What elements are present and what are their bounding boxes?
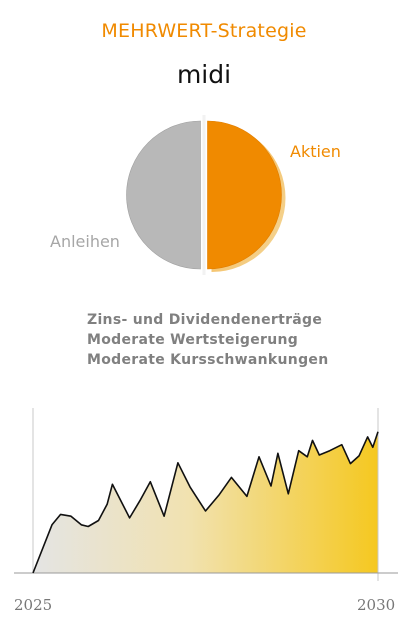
- page-title: MEHRWERT-Strategie: [101, 20, 307, 42]
- feature-list: Zins- und Dividendenerträge Moderate Wer…: [87, 310, 328, 370]
- strategy-level: midi: [176, 60, 232, 89]
- pie-label-anleihen: Anleihen: [50, 232, 120, 251]
- series-line: [32, 431, 379, 574]
- area-fill: [33, 431, 378, 573]
- feature-item: Zins- und Dividendenerträge: [87, 312, 323, 328]
- feature-item: Moderate Kursschwankungen: [87, 352, 329, 368]
- x-tick-label: 2030: [357, 596, 396, 614]
- x-tick-label: 2025: [14, 596, 53, 614]
- allocation-pie-chart: [126, 115, 286, 275]
- pie-slice-aktien: [207, 120, 282, 270]
- feature-item: Moderate Wertsteigerung: [87, 332, 299, 348]
- pie-divider: [202, 115, 206, 275]
- pie-slice-anleihen: [126, 120, 201, 270]
- performance-area-chart: [14, 408, 398, 581]
- pie-label-aktien: Aktien: [290, 142, 341, 161]
